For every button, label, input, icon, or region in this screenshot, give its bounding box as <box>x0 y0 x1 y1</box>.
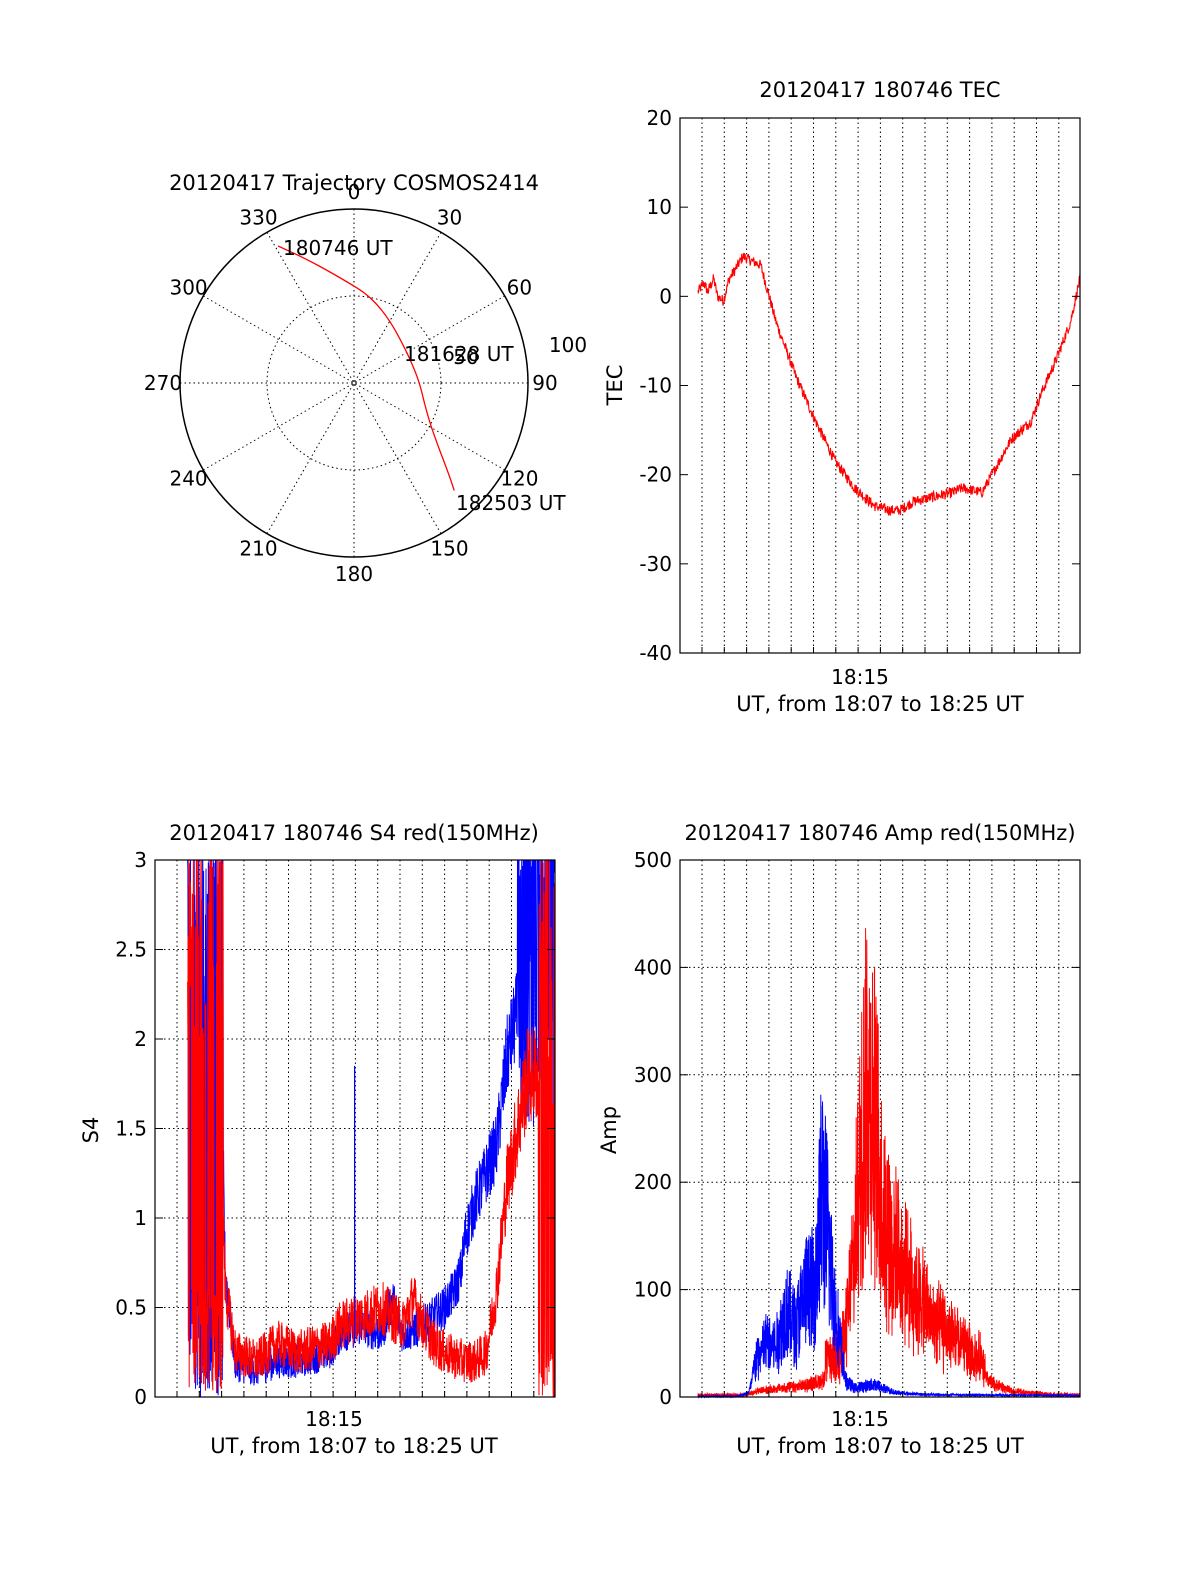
s4-y-tick-label: 2.5 <box>115 938 147 962</box>
polar-azimuth-label: 210 <box>239 536 277 560</box>
tec-panel: 20120417 180746 TEC -40 -30 -20 -10 0 10 20 18… <box>603 78 1081 716</box>
polar-azimuth-label: 120 <box>500 467 538 491</box>
annotation-end-time: 182503 UT <box>456 491 566 515</box>
tec-line <box>697 252 1081 517</box>
tec-y-tick-label: 10 <box>647 195 672 219</box>
polar-azimuth-label: 330 <box>239 206 277 230</box>
s4-panel: 20120417 180746 S4 red(150MHz) 0 0.5 1 1.5 2… <box>79 821 556 1458</box>
amp-blue-line <box>697 1094 1081 1399</box>
s4-red-line <box>187 859 556 1397</box>
s4-y-tick-label: 1 <box>134 1206 147 1230</box>
polar-panel: 20120417 Trajectory COSMOS2414 0 30 60 90 12… <box>144 171 587 586</box>
amp-y-tick-label: 0 <box>659 1385 672 1409</box>
s4-y-tick-label: 2 <box>134 1027 147 1051</box>
polar-azimuth-label: 30 <box>437 206 462 230</box>
s4-x-tick-label: 18:15 <box>305 1407 363 1431</box>
polar-ring-label-100: 100 <box>549 333 587 357</box>
amp-y-axis-label: Amp <box>597 1106 621 1154</box>
polar-ring-label-50: 50 <box>453 345 478 369</box>
amp-x-tick-label: 18:15 <box>831 1407 889 1431</box>
polar-title: 20120417 Trajectory COSMOS2414 <box>169 171 539 195</box>
satellite-track <box>277 245 455 491</box>
amp-title: 20120417 180746 Amp red(150MHz) <box>684 821 1075 845</box>
tec-x-tick-label: 18:15 <box>831 665 889 689</box>
annotation-mid-time: 181628 UT <box>404 342 514 366</box>
polar-grid <box>180 209 528 557</box>
s4-y-ticks: 0 0.5 1 1.5 2 2.5 3 <box>115 848 555 1409</box>
s4-blue-line <box>187 859 555 1397</box>
s4-y-tick-label: 3 <box>134 848 147 872</box>
s4-grid <box>155 860 555 1397</box>
tec-grid <box>701 118 1060 653</box>
tec-x-axis-label: UT, from 18:07 to 18:25 UT <box>736 692 1024 716</box>
s4-x-axis-label: UT, from 18:07 to 18:25 UT <box>210 1434 498 1458</box>
amp-grid <box>680 860 1080 1397</box>
polar-azimuth-label: 270 <box>144 371 182 395</box>
amp-panel: 20120417 180746 Amp red(150MHz) 0 100 200 3… <box>597 821 1081 1458</box>
polar-azimuth-labels: 0 30 60 90 120 150 180 210 240 270 300 330 <box>144 180 558 586</box>
polar-azimuth-label: 240 <box>169 467 207 491</box>
amp-y-ticks: 0 100 200 300 400 500 <box>634 848 1080 1409</box>
tec-series <box>697 252 1081 517</box>
amp-frame <box>679 859 1081 1398</box>
amp-x-axis-label: UT, from 18:07 to 18:25 UT <box>736 1434 1024 1458</box>
tec-y-tick-label: 0 <box>659 284 672 308</box>
amp-y-tick-label: 400 <box>634 955 672 979</box>
tec-y-tick-label: -30 <box>639 552 672 576</box>
tec-y-ticks: -40 -30 -20 -10 0 10 20 <box>639 106 1080 665</box>
s4-y-axis-label: S4 <box>79 1117 103 1144</box>
polar-outer-ring <box>179 208 529 558</box>
polar-azimuth-label: 180 <box>335 562 373 586</box>
tec-y-tick-label: -10 <box>639 374 672 398</box>
polar-azimuth-label: 300 <box>169 276 207 300</box>
s4-series <box>187 859 556 1397</box>
amp-y-tick-label: 100 <box>634 1278 672 1302</box>
amp-series <box>697 928 1081 1399</box>
tec-y-tick-label: -40 <box>639 641 672 665</box>
polar-azimuth-label: 60 <box>507 276 532 300</box>
amp-y-tick-label: 500 <box>634 848 672 872</box>
tec-y-axis-label: TEC <box>603 365 627 407</box>
tec-title: 20120417 180746 TEC <box>759 78 1000 102</box>
amp-y-tick-label: 200 <box>634 1170 672 1194</box>
s4-y-tick-label: 0.5 <box>115 1296 147 1320</box>
polar-azimuth-label: 90 <box>532 371 557 395</box>
amp-y-tick-label: 300 <box>634 1063 672 1087</box>
amp-red-line <box>697 928 1081 1399</box>
polar-azimuth-label: 150 <box>430 536 468 560</box>
tec-y-tick-label: 20 <box>647 106 672 130</box>
s4-y-tick-label: 1.5 <box>115 1117 147 1141</box>
annotation-start-time: 180746 UT <box>283 236 393 260</box>
s4-y-tick-label: 0 <box>134 1385 147 1409</box>
tec-y-tick-label: -20 <box>639 463 672 487</box>
polar-azimuth-label: 0 <box>348 180 361 204</box>
s4-title: 20120417 180746 S4 red(150MHz) <box>169 821 539 845</box>
